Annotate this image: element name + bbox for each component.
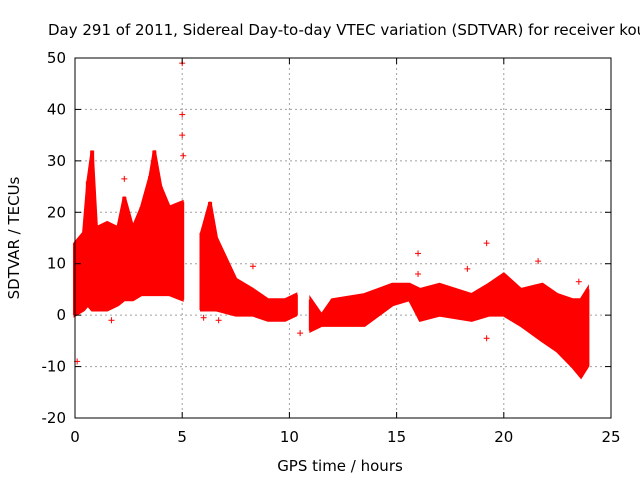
outlier-point [297, 330, 304, 337]
y-tick-label: 20 [47, 203, 66, 221]
y-tick-label: 50 [47, 49, 66, 67]
outlier-point [215, 317, 222, 324]
axis-ticks [74, 57, 612, 419]
outlier-point [108, 317, 115, 324]
x-tick-label: 10 [280, 428, 299, 446]
outlier-point [575, 278, 582, 285]
outlier-point [483, 240, 490, 247]
x-axis-label: GPS time / hours [277, 457, 403, 475]
y-tick-labels: -20 -10 0 10 20 30 40 50 [42, 49, 67, 427]
x-tick-label: 0 [70, 428, 80, 446]
y-tick-label: 30 [47, 152, 66, 170]
chart-title: Day 291 of 2011, Sidereal Day-to-day VTE… [48, 21, 640, 39]
outlier-point [415, 250, 422, 257]
outlier-point [179, 111, 186, 118]
x-tick-label: 25 [601, 428, 620, 446]
y-tick-label: 0 [56, 306, 66, 324]
x-tick-label: 15 [387, 428, 406, 446]
outlier-point [249, 263, 256, 270]
y-tick-label: -20 [42, 409, 67, 427]
x-tick-label: 5 [177, 428, 187, 446]
outlier-point [179, 132, 186, 139]
y-tick-label: 40 [47, 100, 66, 118]
x-tick-label: 20 [494, 428, 513, 446]
x-tick-labels: 0 5 10 15 20 25 [70, 428, 620, 446]
outlier-point [464, 265, 471, 272]
outlier-point [200, 314, 207, 321]
data-band [73, 150, 590, 380]
outlier-point [483, 335, 490, 342]
y-tick-label: -10 [42, 358, 67, 376]
outlier-point [535, 258, 542, 265]
plot-frame [74, 57, 612, 419]
outlier-point [415, 271, 422, 277]
y-tick-label: 10 [47, 255, 66, 273]
outlier-point [121, 175, 128, 182]
grid-lines [75, 58, 611, 418]
outlier-point [180, 152, 187, 159]
y-axis-label: SDTVAR / TECUs [5, 176, 23, 299]
outlier-markers [74, 60, 582, 365]
